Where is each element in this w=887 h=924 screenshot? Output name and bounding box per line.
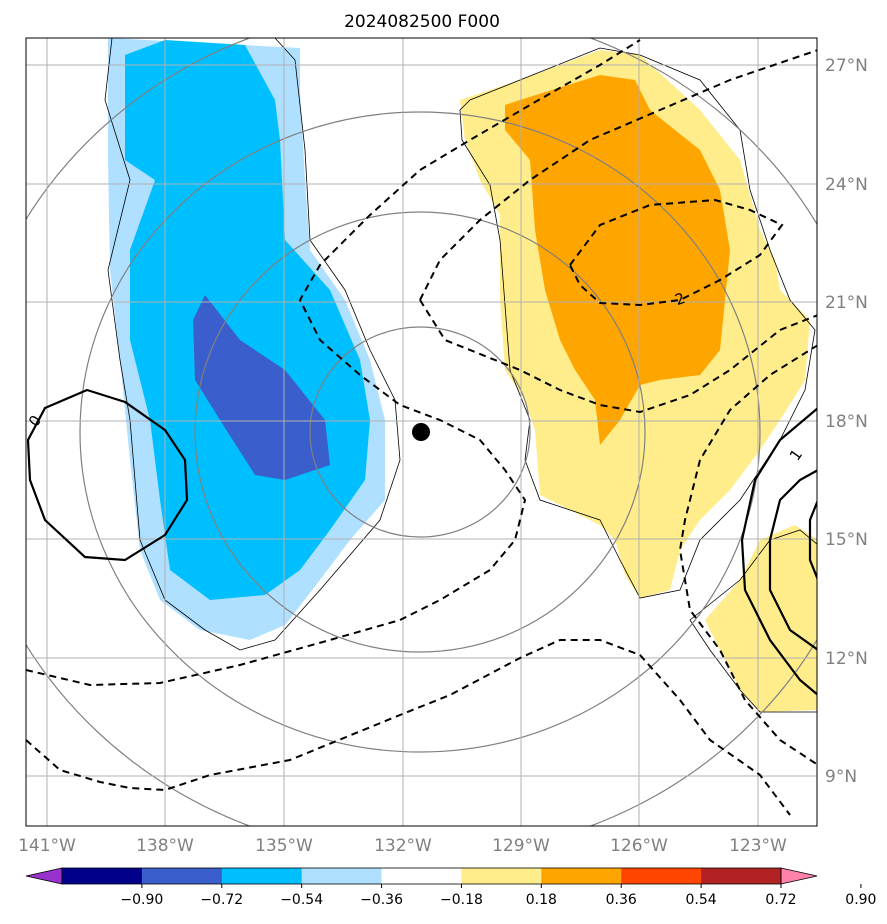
lat-tick: 18°N <box>825 412 868 432</box>
colorbar-segment <box>701 868 782 884</box>
negative-shade-dark <box>193 295 330 480</box>
colorbar-segment <box>381 868 462 884</box>
thin-outline-southeast <box>689 529 817 713</box>
lat-tick: 24°N <box>825 175 868 195</box>
colorbar-tick-label: −0.90 <box>120 892 163 908</box>
lon-tick: 138°W <box>136 836 194 856</box>
contour-label-one: 1 <box>786 446 806 464</box>
colorbar-tick-label: −0.54 <box>280 892 323 908</box>
colorbar: −0.90 −0.72 −0.54 −0.36 −0.18 0.18 0.36 0.54 0.7… <box>25 867 876 908</box>
positive-shade-light-south <box>705 525 817 712</box>
colorbar-tick-label: 0.54 <box>686 892 717 908</box>
map-title: 2024082500 F000 <box>344 12 500 32</box>
colorbar-tick-label: 0.36 <box>606 892 637 908</box>
lat-tick: 21°N <box>825 293 868 313</box>
lon-tick: 141°W <box>18 836 76 856</box>
plot-frame <box>25 37 818 827</box>
colorbar-tick-label: −0.18 <box>440 892 483 908</box>
colorbar-tick-label: 0.72 <box>765 892 796 908</box>
colorbar-tick-label: −0.72 <box>200 892 243 908</box>
colorbar-extend-high <box>780 867 818 885</box>
plot-area: 0 1 2 <box>26 38 817 826</box>
colorbar-segment <box>62 868 143 884</box>
lon-tick: 135°W <box>255 836 313 856</box>
colorbar-tick-label: −0.36 <box>360 892 403 908</box>
storm-center-dot <box>412 423 430 441</box>
lon-tick: 126°W <box>610 836 668 856</box>
colorbar-segment <box>141 868 223 884</box>
colorbar-segment <box>301 868 383 884</box>
colorbar-segment <box>461 868 542 884</box>
lat-tick: 12°N <box>825 649 868 669</box>
colorbar-segment <box>541 868 622 884</box>
lat-tick: 27°N <box>825 56 868 76</box>
colorbar-segment <box>621 868 702 884</box>
lon-tick: 132°W <box>374 836 432 856</box>
lon-tick: 123°W <box>729 836 787 856</box>
colorbar-tick-label: 0.90 <box>845 892 876 908</box>
range-rings <box>26 38 817 826</box>
latitude-axis: 27°N 24°N 21°N 18°N 15°N 12°N 9°N <box>825 56 868 787</box>
colorbar-extend-low <box>25 867 63 885</box>
colorbar-segment <box>221 868 303 884</box>
colorbar-tick-label: 0.18 <box>526 892 557 908</box>
positive-shade-mid <box>505 75 730 445</box>
lat-tick: 15°N <box>825 530 868 550</box>
solid-contours <box>26 388 817 696</box>
thin-outline-east <box>459 47 816 599</box>
colorbar-frame <box>61 867 782 885</box>
thin-outline-west <box>104 38 401 651</box>
lat-tick: 9°N <box>825 767 857 787</box>
lon-tick: 129°W <box>492 836 550 856</box>
longitude-axis: 141°W 138°W 135°W 132°W 129°W 126°W 123°… <box>18 836 787 856</box>
dashed-contours <box>26 39 817 816</box>
